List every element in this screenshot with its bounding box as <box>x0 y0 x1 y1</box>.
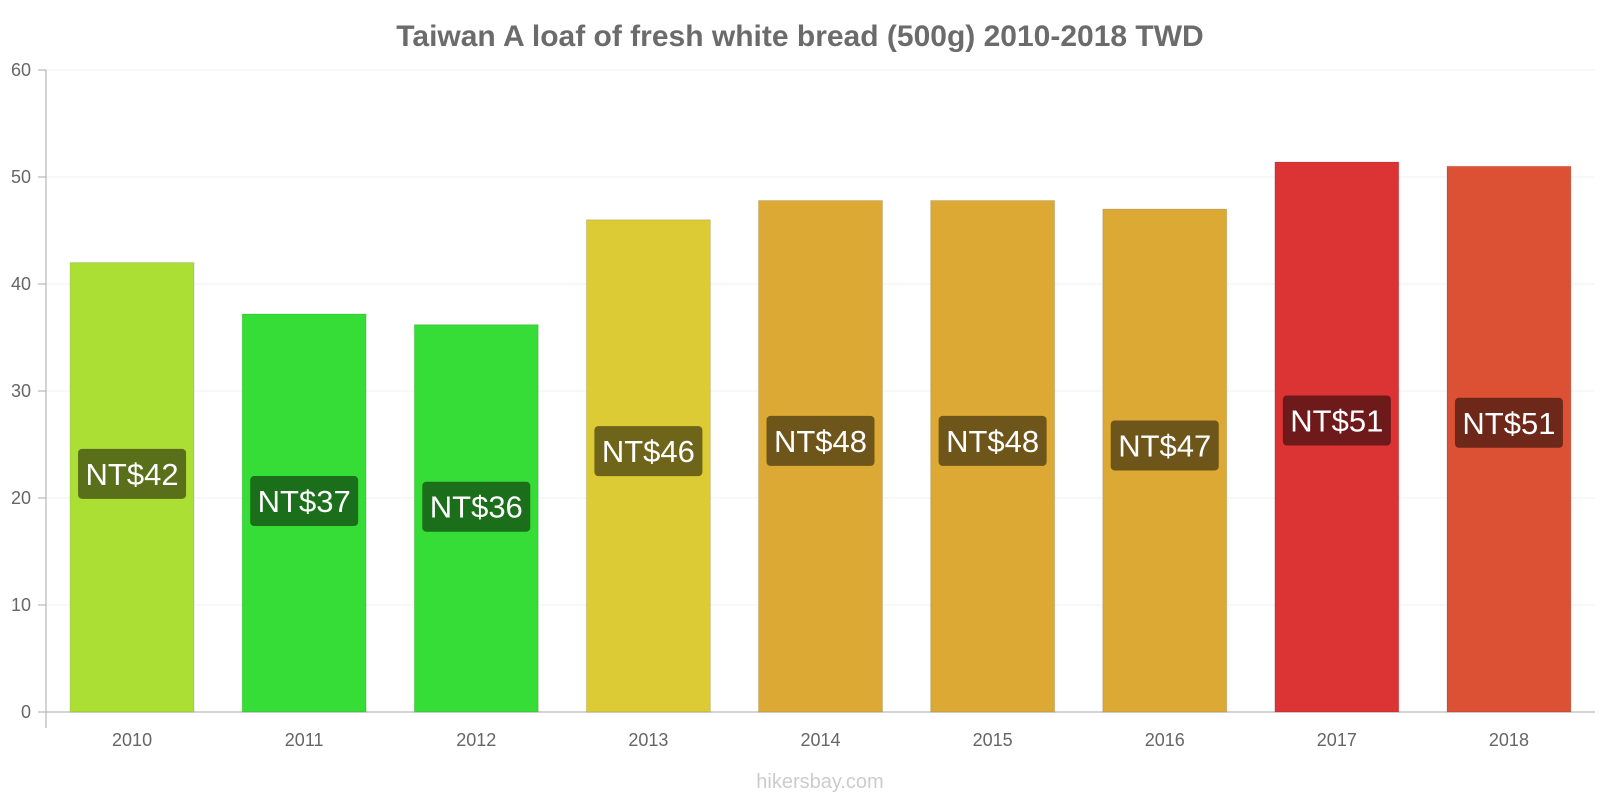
y-tick-label: 60 <box>11 60 31 80</box>
x-tick-label: 2016 <box>1145 730 1185 750</box>
x-tick-label: 2017 <box>1317 730 1357 750</box>
data-label-text: NT$36 <box>430 490 523 525</box>
data-label-box <box>1110 420 1219 471</box>
tick-labels: 0 10 20 30 40 50 60 2010 2011 2012 2013 2014 2015 201… <box>11 60 1529 750</box>
data-label: NT$48 <box>938 415 1047 466</box>
y-tick-label: 0 <box>21 702 31 722</box>
data-labels: NT$42 NT$37 NT$36 NT$46 NT$48 NT$48 NT$47 NT$51… <box>78 395 1563 532</box>
data-label-box <box>250 476 359 527</box>
x-tick-label: 2011 <box>285 730 324 750</box>
data-label-text: NT$37 <box>258 484 351 519</box>
y-tick-label: 30 <box>11 381 31 401</box>
data-label-text: NT$42 <box>86 457 179 492</box>
data-label: NT$36 <box>422 481 531 532</box>
data-label-box <box>1454 397 1563 448</box>
data-label-box <box>78 448 187 499</box>
y-tick-label: 20 <box>11 488 31 508</box>
data-label: NT$42 <box>78 448 187 499</box>
data-label-text: NT$51 <box>1462 406 1555 441</box>
y-tick-label: 40 <box>11 274 31 294</box>
data-label: NT$47 <box>1110 420 1219 471</box>
x-tick-label: 2014 <box>800 730 840 750</box>
data-label-box <box>422 481 531 532</box>
data-label-box <box>938 415 1047 466</box>
chart-title: Taiwan A loaf of fresh white bread (500g… <box>396 20 1203 53</box>
data-label-box <box>594 426 703 477</box>
data-label-text: NT$47 <box>1118 428 1211 463</box>
data-label-text: NT$51 <box>1290 404 1383 439</box>
x-tick-label: 2015 <box>973 730 1013 750</box>
data-label-box <box>1282 395 1391 446</box>
data-label-text: NT$48 <box>774 424 867 459</box>
y-tick-label: 10 <box>11 595 31 615</box>
x-tick-label: 2010 <box>112 730 152 750</box>
data-label-text: NT$46 <box>602 434 695 469</box>
x-tick-label: 2012 <box>456 730 496 750</box>
watermark: hikersbay.com <box>756 771 883 793</box>
data-label: NT$51 <box>1282 395 1391 446</box>
x-tick-label: 2013 <box>628 730 668 750</box>
x-tick-label: 2018 <box>1489 730 1529 750</box>
data-label: NT$37 <box>250 476 359 527</box>
data-label-box <box>766 415 875 466</box>
data-label: NT$48 <box>766 415 875 466</box>
data-label: NT$46 <box>594 426 703 477</box>
data-label-text: NT$48 <box>946 424 1039 459</box>
data-label: NT$51 <box>1454 397 1563 448</box>
y-tick-label: 50 <box>11 167 31 187</box>
